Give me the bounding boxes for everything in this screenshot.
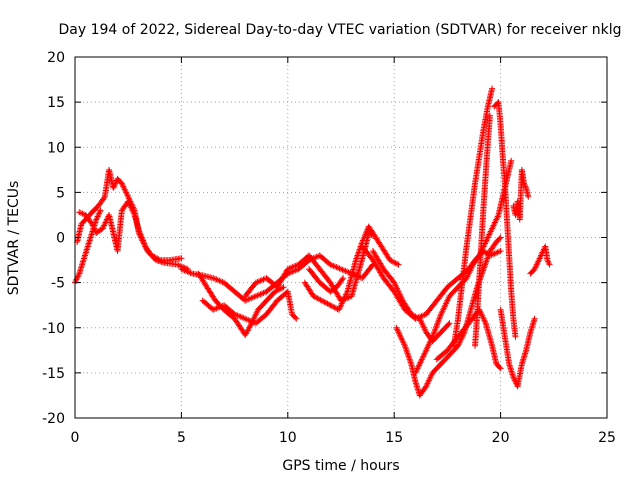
data-point bbox=[531, 315, 538, 322]
series-track-i bbox=[306, 266, 347, 295]
data-point bbox=[293, 315, 300, 322]
data-point bbox=[140, 237, 147, 244]
x-axis-label: GPS time / hours bbox=[282, 458, 399, 474]
data-point bbox=[546, 261, 553, 268]
x-tick-label: 15 bbox=[385, 430, 403, 446]
data-point bbox=[394, 260, 401, 267]
series-track-h bbox=[301, 223, 402, 313]
data-point bbox=[497, 234, 504, 241]
data-point bbox=[405, 353, 412, 360]
data-point bbox=[525, 193, 532, 200]
series-track-f bbox=[199, 288, 300, 327]
data-point bbox=[403, 348, 410, 355]
data-point bbox=[406, 356, 413, 363]
series-track-d bbox=[178, 252, 376, 304]
series-track-k bbox=[369, 248, 453, 345]
data-point bbox=[508, 157, 515, 164]
chart-title: Day 194 of 2022, Sidereal Day-to-day VTE… bbox=[59, 22, 622, 38]
data-point bbox=[142, 243, 149, 250]
data-point bbox=[405, 351, 412, 358]
data-point bbox=[497, 248, 504, 255]
data-point bbox=[496, 235, 503, 242]
series-track-r bbox=[497, 306, 538, 390]
x-tick-label: 20 bbox=[492, 430, 510, 446]
data-point bbox=[446, 320, 453, 327]
data-point bbox=[141, 242, 148, 249]
data-point bbox=[497, 365, 504, 372]
x-tick-label: 0 bbox=[71, 430, 80, 446]
series-track-c bbox=[72, 207, 104, 286]
data-point bbox=[484, 255, 491, 262]
data-point bbox=[352, 257, 359, 264]
y-axis-ticks: -20 -15 -10 -5 0 5 10 15 20 bbox=[42, 50, 607, 427]
data-point bbox=[486, 112, 493, 119]
data-point bbox=[395, 261, 402, 268]
data-point bbox=[339, 276, 346, 283]
data-point bbox=[136, 228, 143, 235]
data-point bbox=[406, 354, 413, 361]
y-tick-label: -10 bbox=[42, 321, 65, 337]
data-point bbox=[100, 195, 107, 202]
data-point bbox=[445, 321, 452, 328]
y-tick-label: 5 bbox=[56, 185, 65, 201]
data-point bbox=[292, 314, 299, 321]
x-tick-label: 25 bbox=[598, 430, 616, 446]
data-point bbox=[178, 255, 185, 262]
data-point bbox=[138, 234, 145, 241]
data-point bbox=[137, 230, 144, 237]
series-track-p bbox=[433, 306, 504, 372]
data-point bbox=[135, 227, 142, 234]
data-point bbox=[407, 359, 414, 366]
data-point bbox=[353, 254, 360, 261]
data-point bbox=[355, 251, 362, 258]
data-point bbox=[496, 364, 503, 371]
series-track-a bbox=[74, 166, 185, 264]
data-marks bbox=[72, 85, 553, 399]
y-tick-label: 10 bbox=[47, 140, 65, 156]
data-point bbox=[404, 350, 411, 357]
data-point bbox=[489, 85, 496, 92]
data-point bbox=[512, 333, 519, 340]
y-tick-label: -5 bbox=[51, 276, 65, 292]
data-point bbox=[353, 255, 360, 262]
x-tick-label: 10 bbox=[279, 430, 297, 446]
data-point bbox=[355, 249, 362, 256]
y-tick-label: 15 bbox=[47, 95, 65, 111]
data-point bbox=[403, 347, 410, 354]
y-tick-label: -15 bbox=[42, 366, 65, 382]
series-track-e bbox=[195, 270, 287, 338]
data-point bbox=[143, 245, 150, 252]
data-point bbox=[280, 284, 287, 291]
grid bbox=[75, 57, 607, 418]
data-point bbox=[483, 257, 490, 264]
series-track-b bbox=[76, 198, 191, 273]
series-track-q bbox=[491, 99, 519, 340]
y-tick-label: 0 bbox=[56, 231, 65, 247]
data-point bbox=[97, 207, 104, 214]
data-point bbox=[138, 233, 145, 240]
data-point bbox=[340, 275, 347, 282]
data-point bbox=[79, 210, 86, 217]
data-point bbox=[356, 248, 363, 255]
series-track-s bbox=[510, 166, 532, 223]
y-tick-label: -20 bbox=[42, 411, 65, 427]
data-point bbox=[407, 357, 414, 364]
y-axis-label: SDTVAR / TECUs bbox=[6, 181, 22, 296]
data-point bbox=[279, 284, 286, 291]
data-point bbox=[140, 239, 147, 246]
x-tick-label: 5 bbox=[177, 430, 186, 446]
data-point bbox=[545, 258, 552, 265]
data-point bbox=[137, 231, 144, 238]
y-tick-label: 20 bbox=[47, 50, 65, 66]
data-point bbox=[141, 240, 148, 247]
data-point bbox=[483, 258, 490, 265]
series-track-n bbox=[450, 85, 496, 349]
x-axis-ticks: 0 5 10 15 20 25 bbox=[71, 57, 616, 446]
series-track-t bbox=[527, 243, 553, 277]
data-point bbox=[139, 236, 146, 243]
data-point bbox=[482, 260, 489, 267]
data-point bbox=[354, 252, 361, 259]
